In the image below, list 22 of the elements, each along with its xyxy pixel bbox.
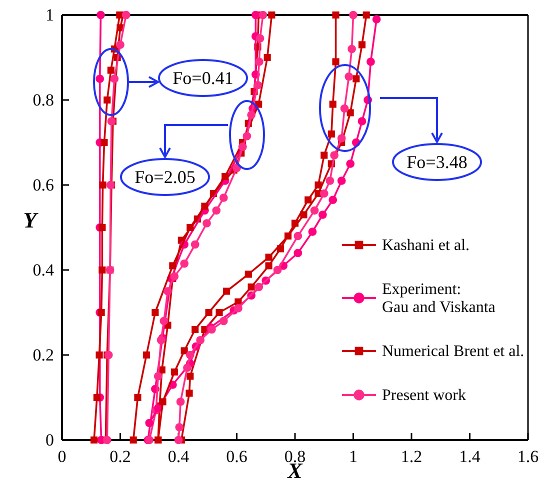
x-tick-label: 0 — [58, 447, 66, 466]
x-tick-label: 1.2 — [400, 447, 422, 466]
annotation: Fo=2.05 — [134, 167, 196, 187]
y-tick-label: 0.4 — [32, 260, 54, 280]
x-tick-label: 1.4 — [459, 447, 481, 466]
y-tick-label: 0.8 — [32, 90, 54, 110]
legend-label: Present work — [382, 387, 466, 404]
annotation: Fo=3.48 — [406, 152, 468, 172]
y-axis-title: Y — [23, 208, 40, 232]
y-tick-label: 0.6 — [32, 175, 54, 194]
y-tick-label: 0 — [46, 430, 54, 450]
legend-label: Kashani et al. — [382, 237, 470, 254]
x-tick-label: 1.6 — [517, 447, 539, 466]
legend-label: Experiment: Gau and Viskanta — [382, 281, 496, 316]
y-tick-label: 0.2 — [32, 345, 54, 364]
legend-label: Numerical Brent et al. — [382, 343, 524, 360]
annotation: Fo=0.41 — [172, 68, 234, 88]
x-tick-label: 1 — [349, 447, 358, 466]
x-tick-label: 0.4 — [168, 447, 190, 466]
x-tick-label: 0.6 — [226, 447, 248, 466]
y-tick-label: 1 — [46, 5, 54, 24]
x-tick-label: 0.2 — [110, 447, 131, 466]
